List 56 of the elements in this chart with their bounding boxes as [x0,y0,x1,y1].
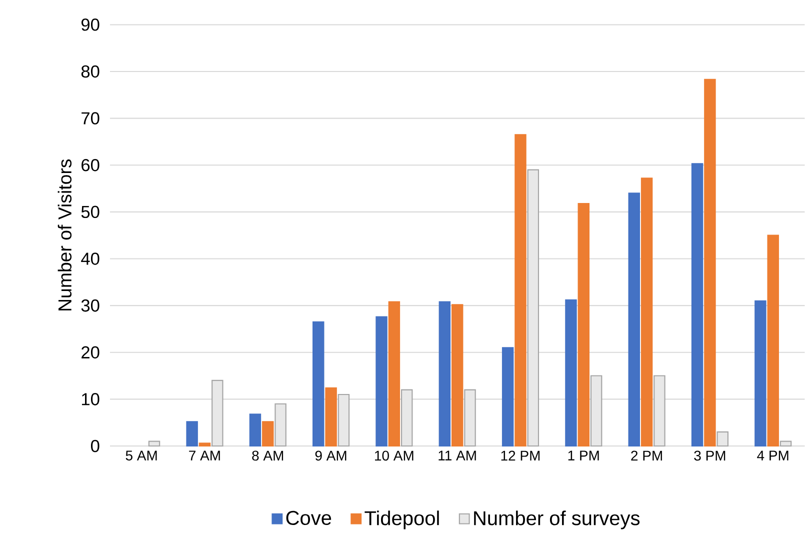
bar [262,421,274,447]
bar [767,234,779,447]
x-tick-label: 11 AM [438,450,476,460]
legend-label: Cove [286,510,332,525]
bar [780,440,792,447]
legend-label: Number of surveys [474,510,640,530]
bar [148,440,160,447]
bar [464,389,476,447]
bar [628,192,640,447]
bar [514,134,526,447]
y-tick-label: 40 [81,252,100,265]
y-tick-label: 50 [81,206,100,218]
bar [325,387,337,447]
x-tick-label: 4 PM [757,450,788,460]
bar [451,304,464,447]
bar [274,403,286,447]
bar [198,442,211,447]
bar [716,431,728,447]
bar [400,389,413,447]
x-tick-label: 5 AM [126,450,157,460]
bar [565,299,577,447]
legend-label: Tidepool [364,510,439,530]
bar [654,375,666,447]
y-tick-label: 30 [81,299,100,312]
y-axis-title: Number of Visitors [58,159,72,310]
bar [376,316,388,447]
x-tick-label: 8 AM [252,450,284,461]
y-tick-label: 20 [82,346,100,359]
y-tick-label: 10 [82,393,100,406]
y-tick-label: 80 [81,65,100,78]
bar [590,375,602,447]
bar [527,169,540,447]
x-tick-label: 10 AM [375,450,414,461]
x-tick-label: 7 AM [189,450,220,460]
bar [754,300,766,447]
x-tick-label: 12 PM [501,450,540,460]
y-tick-label: 60 [82,158,100,172]
bar [691,163,704,447]
bar [212,380,224,447]
x-tick-label: 1 PM [568,450,599,460]
y-tick-label: 90 [81,18,100,31]
x-tick-label: 3 PM [694,450,726,461]
y-tick-label: 70 [82,112,100,124]
bar [186,421,198,447]
bar [249,414,262,447]
y-tick-label: 0 [90,440,100,452]
x-tick-label: 9 AM [315,450,346,461]
bar [438,301,451,447]
bar [578,202,590,447]
bar [338,394,350,447]
x-tick-label: 2 PM [631,450,662,460]
bar [312,321,324,447]
bar [388,301,400,447]
bar [502,347,514,447]
bar [704,78,716,447]
bar [640,178,653,447]
